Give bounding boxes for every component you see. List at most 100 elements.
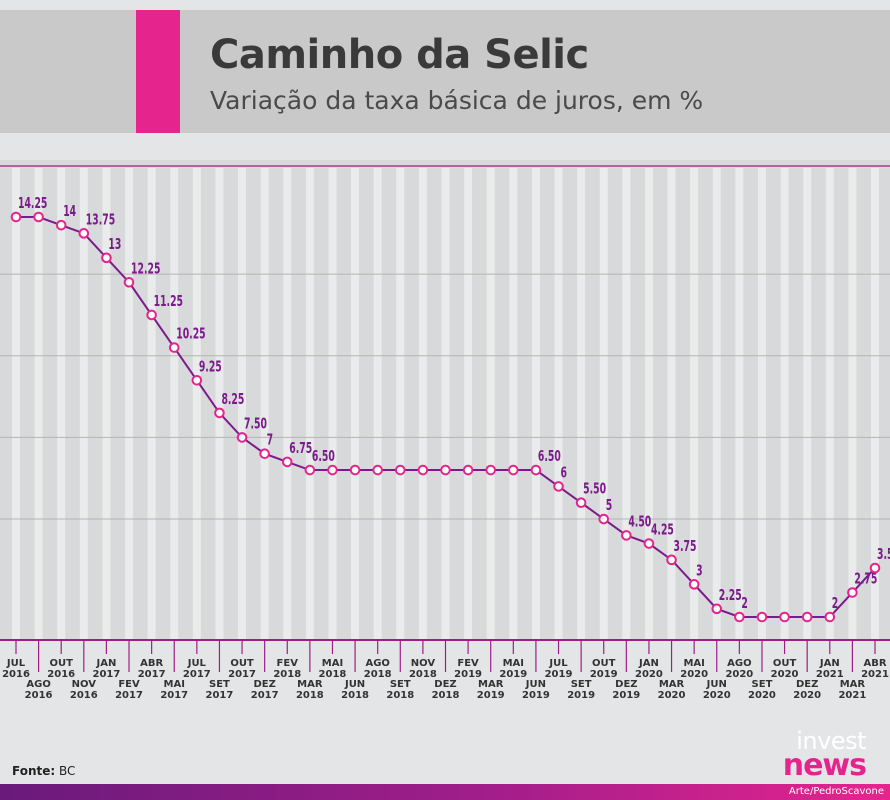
grid-stripe	[260, 168, 269, 640]
x-tick-year: 2018	[273, 669, 301, 680]
data-point	[553, 481, 564, 492]
x-tick-year: 2018	[409, 669, 437, 680]
grid-stripe	[192, 168, 201, 640]
data-point	[349, 464, 361, 476]
data-point	[643, 538, 655, 549]
x-tick-month: DEZ	[615, 679, 637, 690]
data-label: 11.25	[154, 292, 183, 310]
x-tick-year: 2019	[499, 669, 527, 680]
grid-stripe	[170, 168, 179, 640]
chart-subtitle: Variação da taxa básica de juros, em %	[210, 86, 704, 115]
x-tick-year: 2017	[115, 690, 143, 701]
grid-stripe	[418, 168, 427, 640]
x-tick-month: OUT	[230, 658, 254, 669]
x-tick-year: 2017	[92, 669, 120, 680]
grid-stripe	[486, 168, 495, 640]
x-tick-year: 2018	[319, 669, 347, 680]
data-label: 6.75	[289, 438, 312, 456]
chart-header: Caminho da Selic Variação da taxa básica…	[0, 10, 890, 133]
data-label: 6.50	[538, 447, 561, 465]
data-point	[801, 611, 813, 623]
x-tick-year: 2020	[771, 669, 799, 680]
source-value: BC	[59, 764, 76, 778]
data-label: 5	[606, 496, 612, 514]
data-point	[101, 252, 112, 264]
data-point	[530, 464, 542, 476]
x-tick-month: MAR	[659, 679, 685, 690]
grid-stripe	[757, 168, 766, 640]
x-tick-year: 2021	[838, 690, 866, 701]
data-point	[575, 497, 587, 509]
x-tick-year: 2017	[206, 690, 234, 701]
x-tick-year: 2017	[183, 669, 211, 680]
brand-logo-top: invest	[796, 727, 866, 755]
grid-stripe	[215, 168, 224, 640]
data-label: 7	[267, 430, 273, 448]
data-point	[304, 464, 316, 476]
selic-line-chart: JUL2016AGO2016OUT2016NOV2016JAN2017FEV20…	[0, 160, 890, 701]
x-tick-year: 2020	[635, 669, 663, 680]
x-tick-year: 2019	[590, 669, 618, 680]
x-tick-month: AGO	[26, 679, 50, 690]
grid-stripe	[509, 168, 518, 640]
grid-stripe	[848, 168, 857, 640]
data-point	[779, 611, 790, 623]
x-tick-month: NOV	[411, 658, 436, 669]
grid-stripe	[396, 168, 405, 640]
x-tick-year: 2019	[454, 669, 482, 680]
x-tick-year: 2017	[251, 690, 279, 701]
x-tick-month: MAI	[503, 658, 524, 669]
brand-logo-bottom: news	[782, 748, 867, 783]
x-tick-month: DEZ	[796, 679, 818, 690]
data-point	[281, 456, 293, 468]
grid-stripe	[147, 168, 156, 640]
x-tick-year: 2016	[70, 690, 98, 701]
x-tick-month: JAN	[638, 658, 659, 669]
x-tick-year: 2016	[25, 690, 53, 701]
grid-stripe	[125, 168, 134, 640]
data-point	[214, 407, 225, 419]
x-tick-year: 2017	[138, 669, 166, 680]
x-tick-month: JAN	[819, 658, 840, 669]
header-accent-bar	[136, 10, 180, 133]
x-tick-year: 2021	[861, 669, 889, 680]
x-tick-year: 2020	[748, 690, 776, 701]
data-label: 7.50	[244, 414, 267, 432]
grid-stripe	[780, 168, 789, 640]
data-label: 14.25	[18, 194, 47, 212]
data-point	[123, 277, 135, 288]
art-credit: Arte/PedroScavone	[788, 786, 884, 797]
data-label: 14	[63, 202, 76, 220]
x-tick-year: 2020	[793, 690, 821, 701]
grid-stripe	[328, 168, 337, 640]
x-tick-month: JUN	[706, 679, 727, 690]
x-tick-month: ABR	[140, 658, 163, 669]
data-point	[621, 530, 632, 541]
grid-stripe	[79, 168, 88, 640]
grid-stripe	[283, 168, 292, 640]
data-point	[372, 464, 383, 476]
data-point	[508, 464, 519, 476]
grid-stripe	[102, 168, 111, 640]
data-point	[440, 464, 451, 476]
data-label: 2.75	[854, 569, 877, 587]
data-point	[688, 579, 700, 590]
chart-title: Caminho da Selic	[210, 32, 589, 78]
source-note: Fonte: BC	[12, 764, 75, 778]
x-tick-year: 2018	[432, 690, 460, 701]
x-tick-month: JAN	[95, 658, 116, 669]
data-label: 6.50	[312, 447, 335, 465]
grid-stripe	[735, 168, 744, 640]
x-tick-year: 2016	[47, 669, 75, 680]
data-point	[666, 554, 677, 566]
x-tick-month: MAR	[297, 679, 323, 690]
data-point	[55, 219, 67, 231]
grid-stripe	[464, 168, 473, 640]
x-tick-month: OUT	[592, 658, 616, 669]
grid-stripe	[305, 168, 314, 640]
x-tick-month: JUL	[548, 658, 568, 669]
data-point	[78, 228, 90, 239]
x-tick-month: DEZ	[253, 679, 275, 690]
data-point	[734, 611, 745, 623]
x-tick-month: ABR	[863, 658, 886, 669]
